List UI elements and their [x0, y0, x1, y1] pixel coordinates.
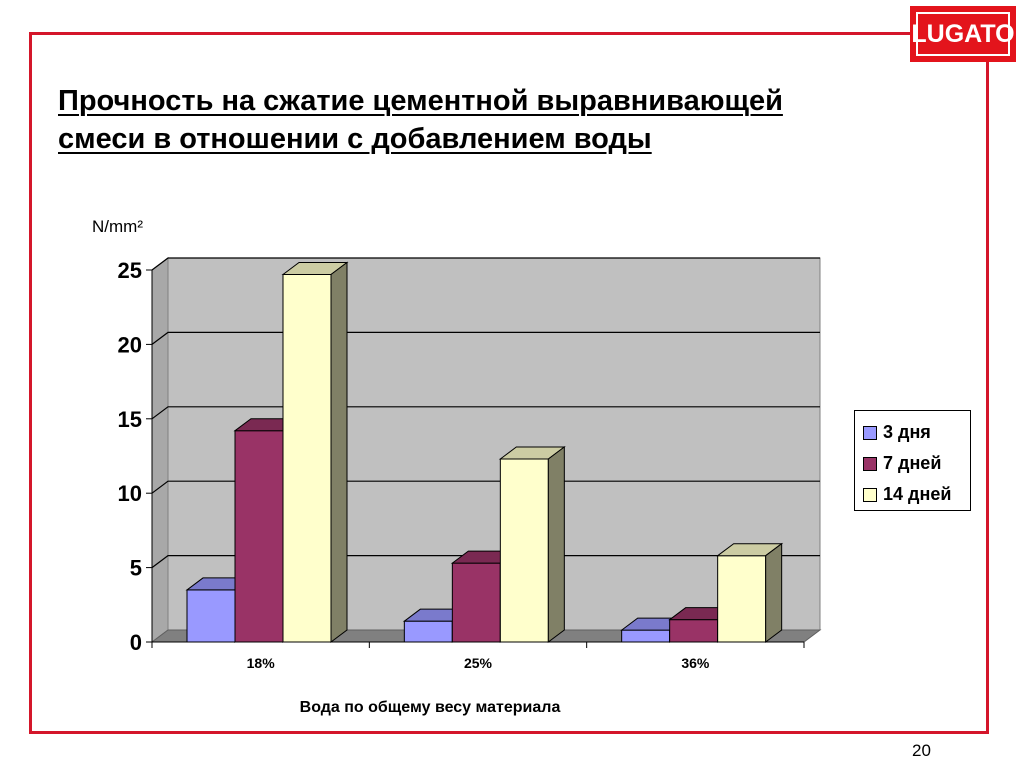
legend-item-14-days: 14 дней — [863, 479, 970, 510]
bar-front-14-дней-36% — [717, 555, 767, 643]
x-tick-label-18%: 18% — [247, 655, 276, 671]
bar-side-14-дней-25% — [547, 445, 565, 643]
legend-item-3-days: 3 дня — [863, 417, 970, 448]
slide-title: Прочность на сжатие цементной выравниваю… — [58, 82, 958, 158]
y-tick-label-25: 25 — [118, 258, 142, 283]
bar-front-3-дня-25% — [403, 620, 453, 643]
page-number: 20 — [912, 741, 931, 760]
gridline-20 — [151, 331, 820, 345]
logo-text: LUGATO — [911, 12, 1015, 56]
x-tick-label-36%: 36% — [681, 655, 710, 671]
lugato-logo: LUGATO — [910, 6, 1016, 62]
chart-legend: 3 дня 7 дней 14 дней — [854, 410, 971, 511]
y-tick-label-10: 10 — [118, 481, 142, 506]
bar-front-14-дней-25% — [499, 458, 549, 643]
slide-frame — [29, 32, 989, 734]
bar-front-7-дней-36% — [669, 619, 719, 643]
legend-label-3-days: 3 дня — [883, 422, 931, 442]
x-tick-label-25%: 25% — [464, 655, 493, 671]
legend-swatch-14-days — [863, 487, 877, 502]
bar-side-14-дней-18% — [330, 261, 348, 643]
y-tick-label-20: 20 — [118, 332, 142, 357]
bar-front-3-дня-36% — [621, 629, 671, 643]
legend-swatch-7-days — [863, 456, 877, 471]
legend-label-7-days: 7 дней — [883, 453, 942, 473]
bar-front-7-дней-25% — [451, 562, 501, 643]
bar-side-14-дней-36% — [765, 542, 783, 643]
plot-side-wall — [151, 257, 169, 643]
bar-front-14-дней-18% — [282, 273, 332, 643]
y-tick-label-15: 15 — [118, 407, 142, 432]
bar-front-3-дня-18% — [186, 589, 236, 643]
title-line-1: Прочность на сжатие цементной выравниваю… — [58, 85, 783, 117]
legend-label-14-days: 14 дней — [883, 484, 952, 504]
title-line-2: смеси в отношении с добавлением воды — [58, 123, 652, 155]
legend-item-7-days: 7 дней — [863, 448, 970, 479]
gridline-25 — [151, 257, 820, 271]
y-tick-label-0: 0 — [130, 630, 142, 655]
y-tick-label-5: 5 — [130, 556, 142, 581]
x-axis-label: Вода по общему весу материала — [300, 699, 561, 716]
gridline-10 — [151, 480, 820, 494]
legend-swatch-3-days — [863, 425, 877, 440]
gridline-15 — [151, 406, 820, 420]
bar-front-7-дней-18% — [234, 430, 284, 643]
gridline-5 — [151, 554, 820, 569]
y-axis-label: N/mm² — [92, 217, 143, 236]
